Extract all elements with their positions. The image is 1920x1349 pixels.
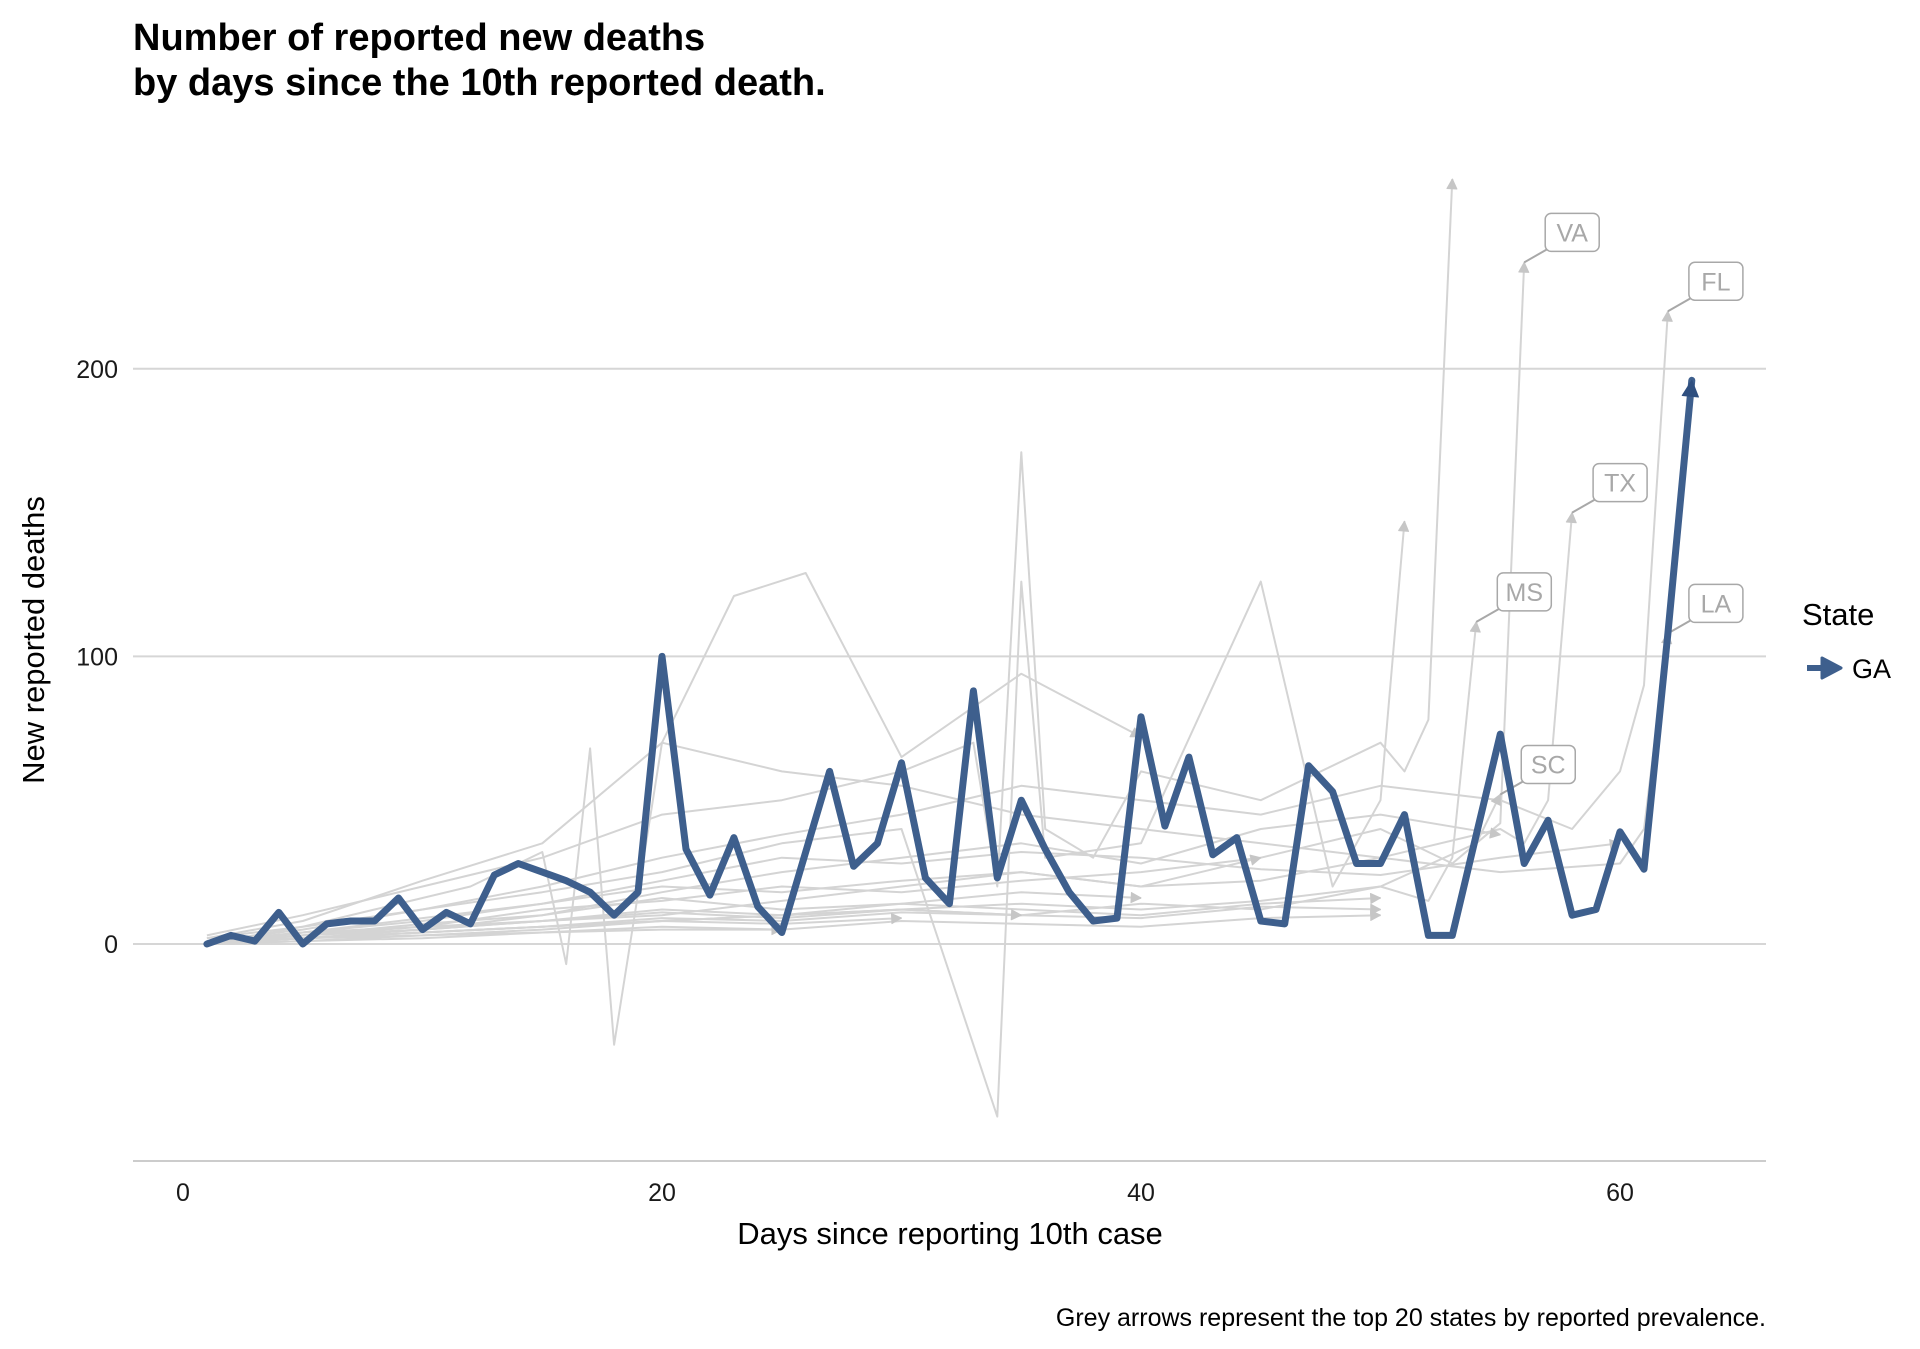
- background-series-line: [206, 891, 1142, 943]
- background-series-line: [206, 633, 1669, 940]
- background-series-line: [206, 512, 1574, 943]
- chart-caption: Grey arrows represent the top 20 states …: [1056, 1304, 1766, 1332]
- state-label-box: [1496, 572, 1553, 612]
- x-tick-label: 40: [1127, 1179, 1155, 1207]
- ga-series-line: [203, 376, 1696, 948]
- state-label-box: [1520, 744, 1576, 785]
- state-label-box: [1592, 462, 1648, 503]
- legend: State GA: [1802, 597, 1891, 684]
- y-axis-ticks: 0 100 200: [76, 356, 118, 959]
- background-series-line: [206, 813, 1501, 945]
- x-tick-label: 20: [648, 1179, 676, 1207]
- background-series-line: [206, 842, 1621, 943]
- gridlines: [133, 367, 1766, 945]
- background-series-line: [206, 897, 1381, 945]
- chart-title-line-1: Number of reported new deaths: [133, 17, 705, 59]
- x-tick-label: 60: [1606, 1179, 1634, 1207]
- y-tick-label: 0: [104, 931, 118, 959]
- x-axis-title: Days since reporting 10th case: [737, 1216, 1163, 1251]
- background-series-line: [206, 856, 1262, 945]
- highlight-series: [203, 376, 1699, 948]
- state-label-box: [1544, 212, 1600, 253]
- y-axis-title: New reported deaths: [16, 496, 51, 784]
- background-series-line: [206, 928, 782, 945]
- background-series-arrowhead: [1010, 909, 1022, 921]
- background-series-arrowhead: [1130, 892, 1142, 904]
- x-tick-label: 0: [176, 1179, 190, 1207]
- background-series-arrowhead: [1370, 909, 1381, 921]
- background-series-line: [206, 262, 1526, 943]
- state-label-va: VA: [1556, 219, 1588, 247]
- state-label-box: [1688, 583, 1744, 624]
- background-series-arrowhead: [890, 913, 902, 925]
- background-series-arrowhead: [1490, 793, 1501, 806]
- background-series-arrowhead: [1446, 178, 1458, 190]
- background-series-arrowhead: [1661, 310, 1673, 322]
- background-series-arrowhead: [1398, 520, 1410, 532]
- background-series-line: [206, 311, 1669, 940]
- state-label-la: LA: [1701, 590, 1732, 618]
- legend-title: State: [1802, 597, 1874, 632]
- legend-key-ga-arrowhead: [1820, 656, 1843, 680]
- state-labels: VA FL TX MS LA SC: [1475, 212, 1744, 796]
- y-tick-label: 200: [76, 356, 118, 384]
- background-series-arrowhead: [1518, 261, 1530, 273]
- background-series-arrowhead: [1489, 827, 1501, 839]
- background-series-arrowhead: [1369, 892, 1381, 904]
- state-label-box: [1688, 261, 1744, 302]
- legend-label-ga: GA: [1852, 654, 1891, 684]
- state-label-ms: MS: [1506, 579, 1544, 607]
- background-series-arrowhead: [1565, 512, 1577, 524]
- background-series-line: [206, 521, 1406, 1118]
- ga-series-arrowhead: [1681, 379, 1699, 398]
- state-label-fl: FL: [1701, 268, 1730, 296]
- background-series-arrowhead: [1469, 621, 1481, 633]
- chart-title-line-2: by days since the 10th reported death.: [133, 62, 826, 104]
- background-series-arrowhead: [1249, 854, 1262, 866]
- x-axis-ticks: 0 20 40 60: [176, 1179, 1634, 1207]
- background-series: [206, 178, 1673, 1118]
- state-label-sc: SC: [1531, 751, 1566, 779]
- state-label-tx: TX: [1604, 470, 1636, 498]
- background-series-line: [206, 178, 1454, 937]
- y-tick-label: 100: [76, 643, 118, 671]
